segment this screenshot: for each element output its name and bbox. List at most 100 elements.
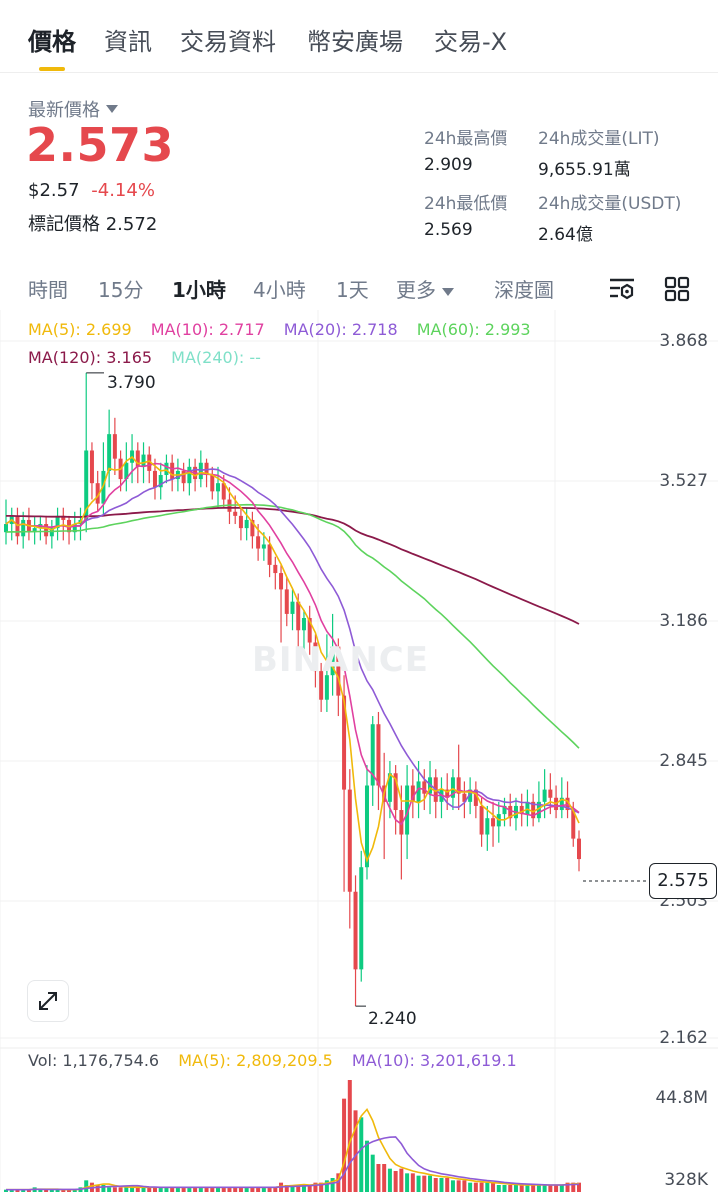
candle-body	[61, 515, 66, 520]
volume-ma5-label: MA(5): 2,809,209.5	[178, 1051, 333, 1070]
interval-4h[interactable]: 4小時	[253, 278, 306, 302]
volume-bar	[233, 1187, 238, 1192]
volume-bar	[290, 1185, 295, 1192]
volume-bar	[370, 1154, 375, 1192]
expand-icon	[39, 992, 57, 1010]
candle-body	[296, 601, 301, 631]
grid-layout-icon[interactable]	[664, 276, 690, 302]
volume-bar	[210, 1187, 215, 1192]
last-price-tag[interactable]: 2.575	[649, 863, 717, 899]
tab-trade-x[interactable]: 交易-X	[434, 28, 508, 56]
candle-body	[152, 470, 157, 488]
volume-bar	[536, 1185, 541, 1192]
candle-body	[44, 524, 49, 537]
mark-price-label: 標記價格	[28, 214, 100, 235]
interval-time[interactable]: 時間	[28, 278, 68, 302]
candle-body	[261, 544, 266, 549]
price-axis-label: 3.868	[659, 331, 708, 351]
interval-1d[interactable]: 1天	[336, 278, 369, 302]
volume-bar	[554, 1185, 559, 1192]
candle-body	[359, 867, 364, 970]
volume-bar	[347, 1080, 352, 1192]
candle-body	[468, 789, 473, 802]
volume-bar	[485, 1182, 490, 1192]
volume-bar	[301, 1185, 306, 1192]
volume-bar	[238, 1187, 243, 1192]
top-tab-bar: 價格 資訊 交易資料 幣安廣場 交易-X	[0, 0, 718, 73]
mark-price-value: 2.572	[105, 214, 158, 235]
tab-info[interactable]: 資訊	[104, 28, 152, 56]
volume-bar	[250, 1187, 255, 1192]
stat-value: 9,655.91萬	[538, 160, 631, 180]
candle-body	[399, 810, 404, 835]
volume-bar	[405, 1173, 410, 1192]
candle-body	[124, 462, 129, 480]
volume-bar	[67, 1189, 72, 1192]
candle-body	[221, 483, 226, 500]
candle-body	[559, 797, 564, 811]
candle-body	[364, 785, 369, 868]
candle-body	[353, 891, 358, 970]
interval-1h[interactable]: 1小時	[172, 278, 226, 302]
volume-bar	[313, 1182, 318, 1192]
candle-body	[158, 475, 163, 488]
stat-value: 2.569	[424, 220, 473, 240]
volume-bar	[187, 1187, 192, 1192]
volume-bar	[433, 1178, 438, 1192]
candle-body	[525, 801, 530, 815]
candle-body	[508, 805, 513, 819]
volume-bar	[158, 1187, 163, 1192]
volume-bar	[141, 1187, 146, 1192]
price-axis-label: 3.527	[659, 471, 708, 491]
ma20-line	[5, 468, 580, 814]
tab-square[interactable]: 幣安廣場	[307, 28, 403, 56]
usd-price: $2.57	[28, 180, 80, 201]
volume-bar	[21, 1189, 26, 1192]
candle-body	[370, 724, 375, 786]
stat-label: 24h最低價	[424, 194, 508, 214]
candle-body	[95, 483, 100, 504]
interval-more[interactable]: 更多	[396, 274, 454, 303]
latest-price-selector[interactable]: 最新價格	[28, 96, 118, 122]
volume-bar	[256, 1187, 261, 1192]
volume-bar	[44, 1189, 49, 1192]
ma-legend-row-1: MA(5): 2.699 MA(10): 2.717 MA(20): 2.718…	[28, 320, 545, 339]
volume-bar	[61, 1189, 66, 1192]
candle-body	[519, 805, 524, 815]
volume-bar	[107, 1187, 112, 1192]
volume-bar	[364, 1140, 369, 1192]
candle-body	[347, 789, 352, 892]
candle-body	[531, 801, 536, 819]
candle-body	[456, 777, 461, 794]
tab-price[interactable]: 價格	[28, 28, 76, 56]
chart-settings-icon[interactable]	[608, 276, 636, 302]
tab-trading-data[interactable]: 交易資料	[180, 28, 276, 56]
candle-body	[387, 773, 392, 802]
volume-bar	[170, 1187, 175, 1192]
volume-bar	[387, 1168, 392, 1192]
candle-body	[198, 462, 203, 480]
candle-body	[21, 519, 26, 537]
candle-body	[571, 810, 576, 839]
volume-bar	[147, 1187, 152, 1192]
candle-body	[244, 519, 249, 529]
candle-body	[267, 544, 272, 565]
candle-body	[342, 695, 347, 790]
stat-24h-high: 24h最高價 2.909	[424, 124, 507, 175]
fullscreen-button[interactable]	[27, 980, 69, 1022]
volume-bar	[496, 1185, 501, 1192]
volume-bar	[49, 1189, 54, 1192]
volume-bar	[571, 1182, 576, 1192]
volume-bar	[416, 1175, 421, 1192]
interval-15m[interactable]: 15分	[98, 278, 144, 302]
candle-body	[284, 589, 289, 614]
candle-body	[301, 618, 306, 631]
depth-chart-tab[interactable]: 深度圖	[494, 278, 554, 302]
volume-label: Vol: 1,176,754.6	[28, 1051, 160, 1070]
price-axis-label: 2.162	[659, 1028, 708, 1048]
volume-bar	[519, 1185, 524, 1192]
change-percent: -4.14%	[91, 180, 155, 201]
volume-bar	[462, 1180, 467, 1192]
volume-bar	[513, 1185, 518, 1192]
